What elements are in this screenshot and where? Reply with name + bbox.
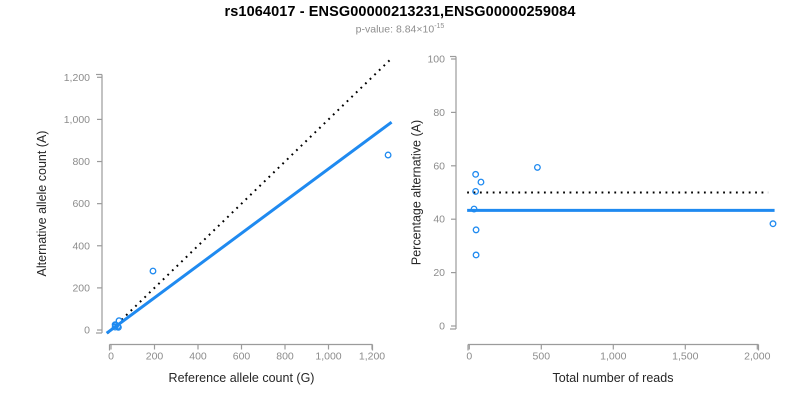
identity-line bbox=[107, 57, 393, 334]
x-tick-label: 0 bbox=[108, 351, 114, 363]
allele-counts-panel: 0 200 400 600 800 1,000 1,200 0 200 400 600 800 1,00… bbox=[35, 57, 393, 385]
percentage-alternative-panel: 0 500 1,000 1,500 2,000 0 20 40 60 80 100 Total num… bbox=[410, 54, 777, 385]
y-tick-label: 1,000 bbox=[64, 114, 90, 126]
chart-title: rs1064017 - ENSG00000213231,ENSG00000259… bbox=[224, 4, 576, 20]
data-point bbox=[114, 323, 122, 331]
data-point bbox=[477, 178, 485, 186]
pvalue-prefix: p-value: bbox=[355, 23, 396, 36]
data-point bbox=[533, 163, 541, 171]
chart-subtitle: p-value: 8.84×10-15 bbox=[0, 23, 800, 36]
y-tick-label: 80 bbox=[433, 107, 445, 119]
x-tick-label: 1,000 bbox=[315, 351, 341, 363]
pvalue-times-symbol: × bbox=[416, 23, 423, 36]
y-tick-label: 60 bbox=[433, 160, 445, 172]
x-tick-label: 600 bbox=[233, 351, 251, 363]
x-tick-label: 200 bbox=[146, 351, 164, 363]
data-point bbox=[472, 187, 480, 195]
data-point bbox=[470, 205, 478, 213]
data-point bbox=[114, 322, 121, 330]
pvalue-exponent: -15 bbox=[434, 23, 445, 30]
y-tick-label: 800 bbox=[72, 156, 90, 168]
y-tick-label: 600 bbox=[72, 198, 90, 210]
pvalue-base: 10 bbox=[422, 23, 435, 36]
x-tick-label: 0 bbox=[466, 351, 472, 363]
y-tick-label: 40 bbox=[433, 214, 445, 226]
data-point bbox=[472, 251, 480, 259]
data-point bbox=[384, 151, 392, 159]
y-tick-label: 100 bbox=[427, 54, 445, 66]
x-tick-label: 500 bbox=[533, 351, 551, 363]
data-point bbox=[472, 226, 480, 234]
y-tick-label: 0 bbox=[84, 325, 90, 337]
y-tick-label: 1,200 bbox=[64, 72, 90, 84]
y-axis-title: Alternative allele count (A) bbox=[35, 131, 49, 277]
y-axis-title: Percentage alternative (A) bbox=[410, 120, 424, 265]
x-tick-label: 400 bbox=[189, 351, 207, 363]
y-tick-label: 20 bbox=[433, 267, 445, 279]
y-tick-label: 400 bbox=[72, 240, 90, 252]
x-tick-label: 1,500 bbox=[672, 351, 698, 363]
x-axis-title: Reference allele count (G) bbox=[169, 371, 315, 385]
data-point bbox=[149, 267, 157, 275]
x-tick-label: 1,200 bbox=[359, 351, 385, 363]
y-tick-label: 0 bbox=[439, 321, 445, 333]
y-tick-label: 200 bbox=[72, 282, 90, 294]
x-tick-label: 2,000 bbox=[744, 351, 770, 363]
pvalue-mantissa: 8.84 bbox=[395, 23, 417, 36]
data-point bbox=[769, 220, 777, 228]
x-tick-label: 800 bbox=[276, 351, 294, 363]
fit-line bbox=[105, 120, 393, 335]
x-tick-label: 1,000 bbox=[600, 351, 626, 363]
x-axis-title: Total number of reads bbox=[553, 371, 674, 385]
data-point bbox=[472, 170, 480, 178]
